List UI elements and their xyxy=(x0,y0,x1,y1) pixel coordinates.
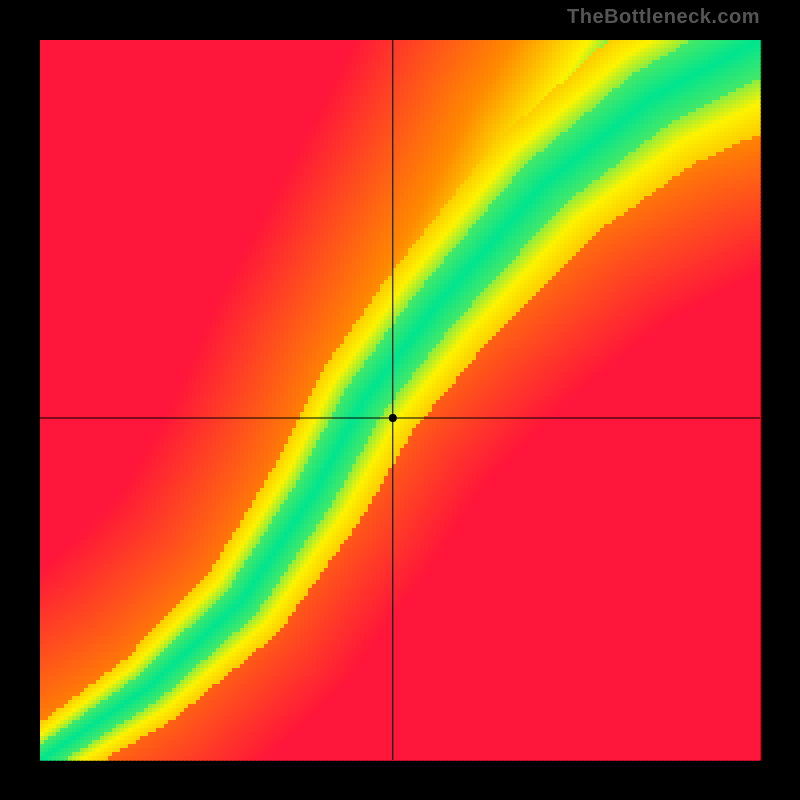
chart-container: TheBottleneck.com xyxy=(0,0,800,800)
heatmap-canvas xyxy=(0,0,800,800)
watermark-label: TheBottleneck.com xyxy=(567,6,760,29)
